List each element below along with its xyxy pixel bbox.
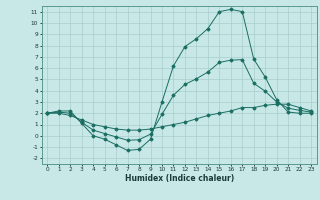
X-axis label: Humidex (Indice chaleur): Humidex (Indice chaleur): [124, 174, 234, 183]
